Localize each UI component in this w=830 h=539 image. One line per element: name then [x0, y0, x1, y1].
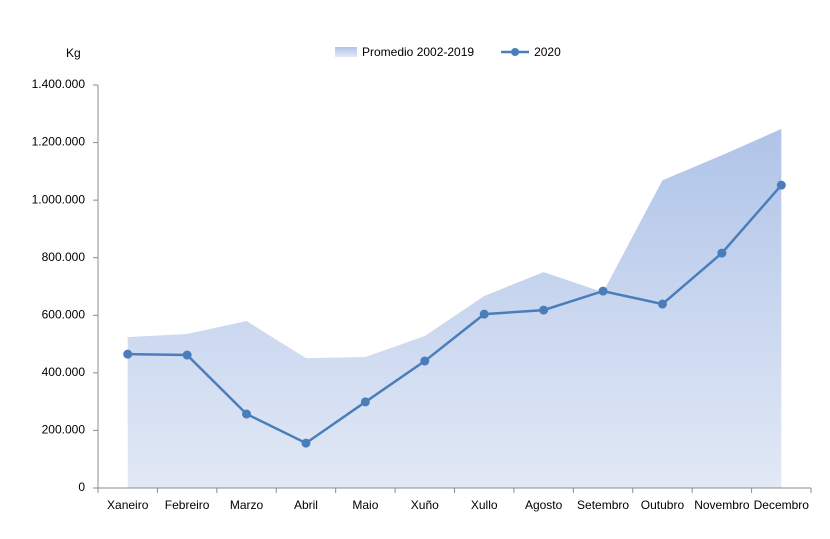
- y-tick-label: 400.000: [42, 365, 86, 379]
- x-tick-label: Agosto: [525, 498, 563, 512]
- x-tick-label: Febreiro: [165, 498, 210, 512]
- marker: [123, 349, 133, 359]
- x-tick-label: Setembro: [577, 498, 629, 512]
- x-tick-label: Xullo: [471, 498, 498, 512]
- marker: [776, 180, 786, 190]
- x-tick-label: Outubro: [641, 498, 685, 512]
- y-tick-label: 1.000.000: [32, 192, 86, 206]
- x-tick-label: Maio: [352, 498, 378, 512]
- marker: [717, 248, 727, 258]
- marker: [360, 397, 370, 407]
- legend-swatch: [335, 47, 357, 57]
- y-tick-label: 1.200.000: [32, 135, 86, 149]
- area: [127, 129, 782, 488]
- x-tick-label: Xaneiro: [107, 498, 149, 512]
- marker: [598, 286, 608, 296]
- y-tick-label: 800.000: [42, 250, 86, 264]
- marker: [242, 409, 252, 419]
- marker: [539, 305, 549, 315]
- x-tick-label: Abril: [294, 498, 318, 512]
- legend-marker: [511, 48, 520, 56]
- y-tick-label: 600.000: [42, 307, 86, 321]
- y-axis-label: Kg: [66, 46, 81, 60]
- marker: [420, 356, 430, 366]
- y-tick-label: 200.000: [42, 423, 86, 437]
- x-tick-label: Decembro: [754, 498, 810, 512]
- marker: [182, 350, 192, 360]
- x-tick-label: Xuño: [411, 498, 439, 512]
- line: [127, 184, 783, 445]
- legend-label: 2020: [534, 45, 561, 59]
- legend-label: Promedio 2002-2019: [362, 45, 474, 59]
- x-tick-label: Novembro: [694, 498, 750, 512]
- y-tick-label: 1.400.000: [32, 77, 86, 91]
- marker: [657, 299, 667, 309]
- marker: [479, 309, 489, 319]
- marker: [301, 438, 311, 448]
- x-tick-label: Marzo: [230, 498, 264, 512]
- y-tick-label: 0: [78, 480, 85, 494]
